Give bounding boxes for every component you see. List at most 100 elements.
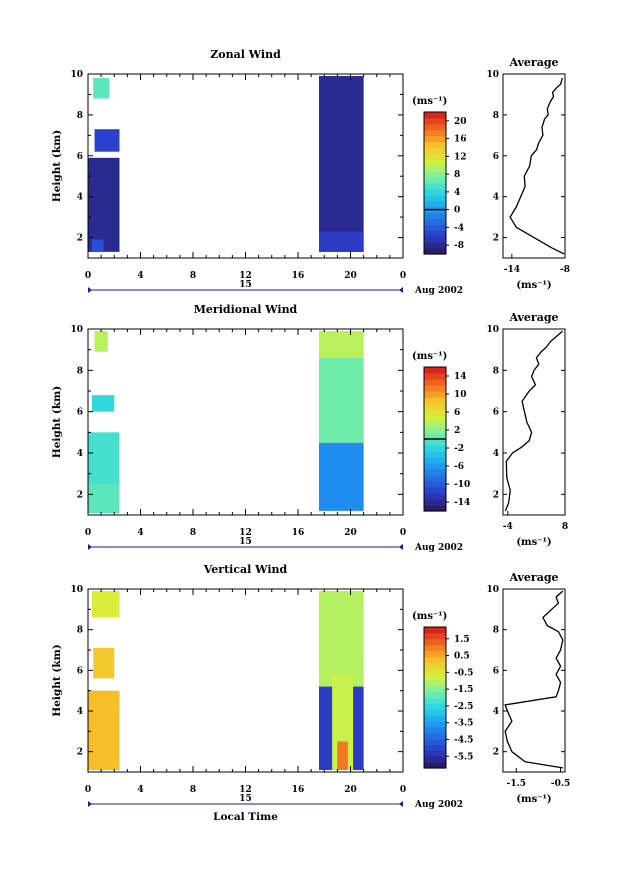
- colorbar-segment: [424, 662, 446, 669]
- colorbar-segment: [424, 475, 446, 482]
- colorbar-segment: [424, 505, 446, 512]
- colorbar-segment: [424, 415, 446, 422]
- profile-x-tick-label: -4: [503, 522, 513, 532]
- colorbar-tick-label: -4: [454, 223, 464, 233]
- x-tick-label: 0: [85, 271, 91, 281]
- colorbar-tick-label: 14: [454, 372, 467, 382]
- x-tick-label: 16: [292, 528, 305, 538]
- profile-line: [504, 330, 564, 512]
- x-tick-label: 0: [85, 528, 91, 538]
- y-tick-label: 8: [77, 366, 83, 376]
- y-tick-label: 10: [70, 585, 83, 595]
- colorbar-segment: [424, 224, 446, 231]
- colorbar-segment: [424, 750, 446, 757]
- profile-y-tick-label: 2: [493, 234, 499, 244]
- colorbar-tick-label: -0.5: [454, 668, 473, 678]
- colorbar-tick-label: 2: [454, 426, 460, 436]
- colorbar-tick-label: 0: [454, 206, 460, 216]
- x-tick-label: 20: [344, 528, 357, 538]
- colorbar-unit: (ms⁻¹): [412, 351, 447, 362]
- colorbar-segment: [424, 632, 446, 640]
- colorbar-segment: [424, 668, 446, 675]
- colorbar-segment: [424, 218, 446, 226]
- profile-y-tick-label: 8: [493, 111, 499, 121]
- colorbar-segment: [424, 469, 446, 476]
- colorbar-tick-label: 6: [454, 408, 460, 418]
- x-tick-label: 0: [400, 528, 406, 538]
- date-axis-arrow: [88, 287, 92, 293]
- profile-y-tick-label: 10: [486, 585, 499, 595]
- colorbar-segment: [424, 171, 446, 178]
- colorbar-frame: [423, 626, 447, 769]
- colorbar-segment: [424, 762, 446, 769]
- colorbar-tick-label: -1.5: [454, 685, 473, 695]
- x-tick-label: 0: [400, 785, 406, 795]
- x-tick-label: 12: [239, 271, 252, 281]
- colorbar-segment: [424, 200, 446, 208]
- month-label: Aug 2002: [414, 800, 463, 810]
- colorbar-segment: [424, 177, 446, 184]
- colorbar-tick-label: -10: [454, 480, 470, 490]
- y-tick-label: 2: [77, 748, 83, 758]
- colorbar-segment: [424, 194, 446, 202]
- colorbar-segment: [424, 147, 446, 155]
- y-tick-label: 6: [77, 408, 83, 418]
- profile-frame: [502, 73, 566, 259]
- colorbar-tick-label: 8: [454, 170, 460, 180]
- colorbar-segment: [424, 379, 446, 386]
- data-cell: [94, 129, 120, 152]
- colorbar-segment: [424, 188, 446, 196]
- colorbar-tick-label: 0.5: [454, 652, 470, 662]
- colorbar-segment: [424, 481, 446, 488]
- date-label: 15: [239, 280, 252, 290]
- profile-x-label: (ms⁻¹): [516, 794, 551, 805]
- y-tick-label: 6: [77, 666, 83, 676]
- y-tick-label: 2: [77, 234, 83, 244]
- colorbar-segment: [424, 397, 446, 404]
- colorbar-segment: [424, 135, 446, 143]
- profile-x-tick-label: -14: [504, 265, 520, 275]
- colorbar-segment: [424, 744, 446, 751]
- y-axis-label: Height (km): [51, 130, 63, 202]
- colorbar-tick-label: 16: [454, 135, 467, 145]
- colorbar-segment: [424, 367, 446, 374]
- colorbar-segment: [424, 433, 446, 440]
- colorbar-tick-label: -4.5: [454, 735, 473, 745]
- colorbar-segment: [424, 644, 446, 652]
- profile-x-label: (ms⁻¹): [516, 280, 551, 291]
- y-tick-label: 4: [77, 193, 83, 203]
- colorbar-tick-label: -2.5: [454, 702, 473, 712]
- profile-y-tick-label: 6: [493, 152, 499, 162]
- colorbar-segment: [424, 117, 446, 125]
- profile-x-tick-label: 8: [562, 522, 568, 532]
- colorbar-frame: [423, 111, 447, 255]
- panel-2: Meridional Wind 2 4 6 8 10 Height (km) 0 4 8 12 16 2…: [51, 303, 568, 553]
- colorbar-unit: (ms⁻¹): [412, 611, 447, 622]
- profile-y-tick-label: 6: [493, 408, 499, 418]
- data-cell: [88, 690, 120, 770]
- colorbar-segment: [424, 385, 446, 392]
- colorbar-segment: [424, 248, 446, 255]
- colorbar-segment: [424, 638, 446, 646]
- colorbar-segment: [424, 439, 446, 446]
- y-axis-label: Height (km): [51, 644, 63, 716]
- colorbar-segment: [424, 141, 446, 149]
- y-tick-label: 10: [70, 70, 83, 80]
- month-label: Aug 2002: [414, 286, 463, 296]
- x-tick-label: 0: [85, 785, 91, 795]
- colorbar-segment: [424, 715, 446, 722]
- colorbar-segment: [424, 112, 446, 119]
- colorbar-segment: [424, 463, 446, 470]
- colorbar-segment: [424, 165, 446, 172]
- profile-x-label: (ms⁻¹): [516, 537, 551, 548]
- y-tick-label: 8: [77, 626, 83, 636]
- x-tick-label: 4: [137, 271, 143, 281]
- profile-frame: [502, 328, 566, 516]
- colorbar-segment: [424, 679, 446, 687]
- x-tick-label: 4: [137, 785, 143, 795]
- colorbar-segment: [424, 427, 446, 434]
- colorbar-tick-label: -8: [454, 241, 464, 251]
- date-axis-arrow: [399, 544, 403, 550]
- profile-frame: [502, 588, 566, 773]
